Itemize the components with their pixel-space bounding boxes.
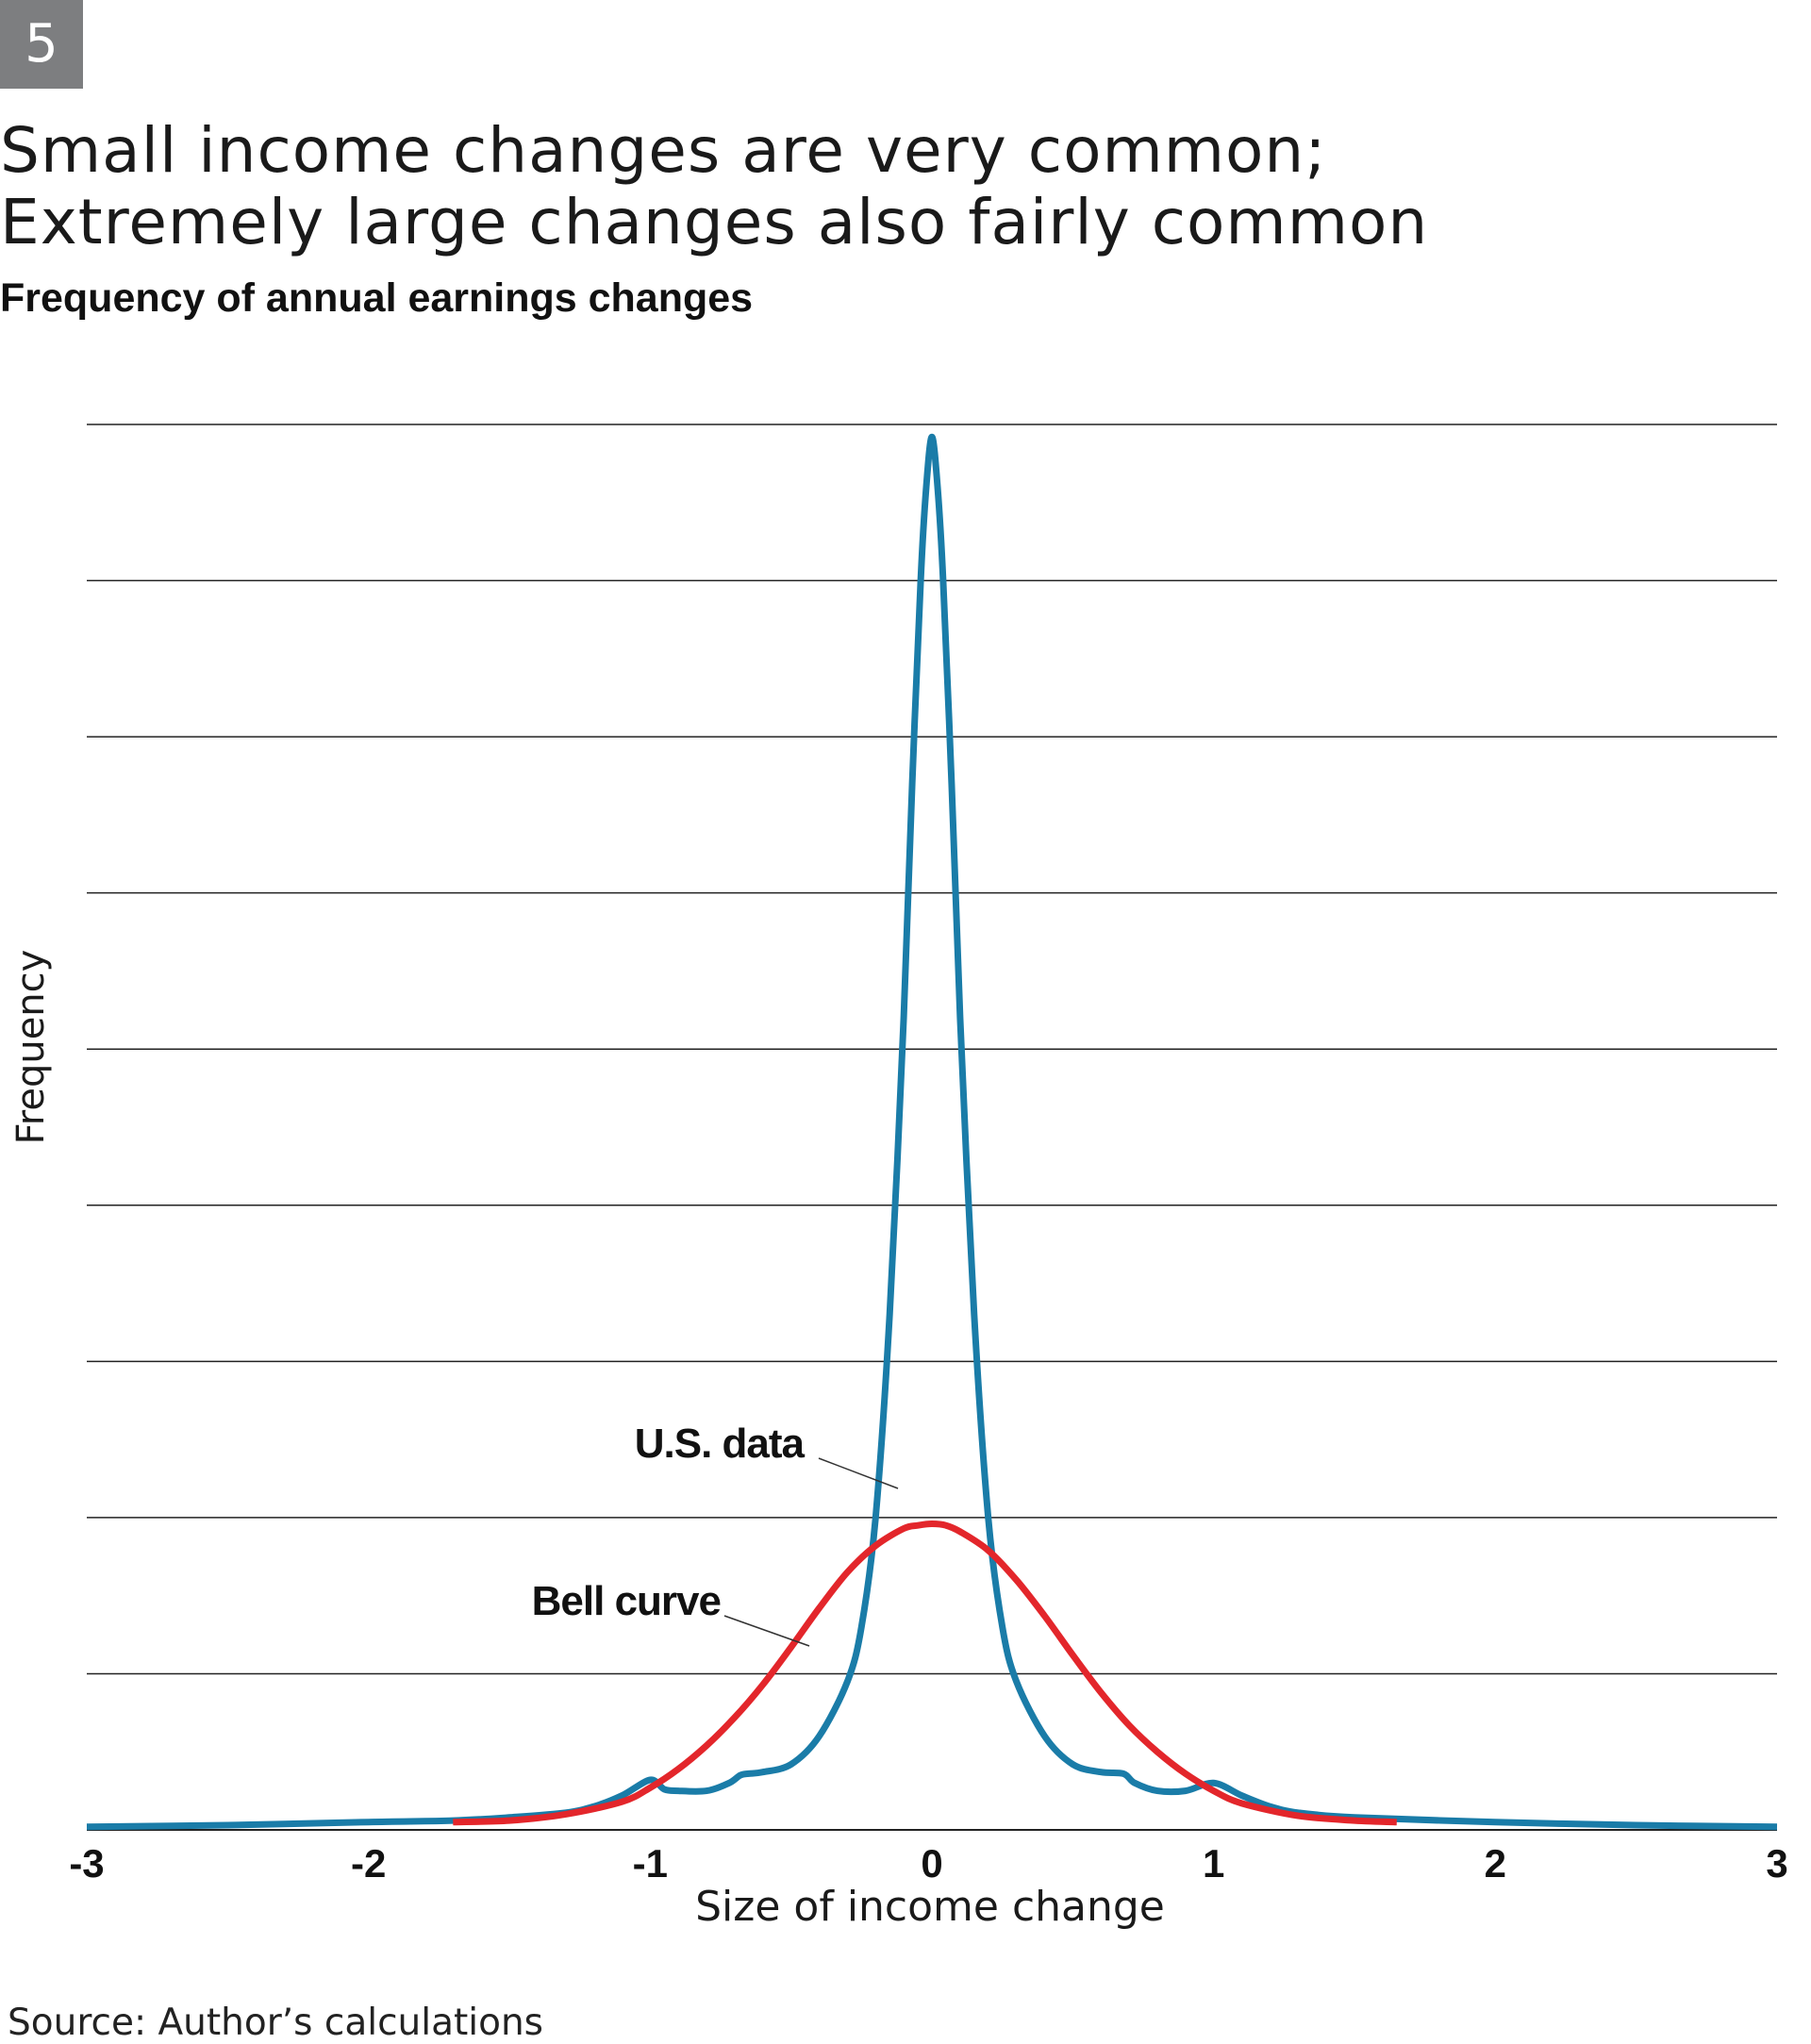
series-layer bbox=[86, 433, 1778, 1831]
x-tick-label: -2 bbox=[351, 1841, 386, 1886]
chart-title-line-1: Small income changes are very common; bbox=[0, 114, 1327, 187]
chart-subtitle: Frequency of annual earnings changes bbox=[0, 275, 754, 321]
annotation-layer: U.S. data Bell curve bbox=[532, 1421, 899, 1647]
x-tick-label: -3 bbox=[69, 1841, 104, 1886]
x-tick-label: -1 bbox=[633, 1841, 668, 1886]
annotation-label-u-s-data: U.S. data bbox=[635, 1421, 806, 1467]
line-chart: -3 -2 -1 0 1 2 3 Frequency Size of income chan… bbox=[9, 424, 1788, 1931]
y-axis-label: Frequency bbox=[9, 950, 53, 1145]
x-tick-label: 2 bbox=[1485, 1841, 1506, 1886]
annotation-leader-bell-curve bbox=[723, 1615, 810, 1647]
x-axis: -3 -2 -1 0 1 2 3 bbox=[69, 1841, 1787, 1886]
source-note: Source: Author’s calculations bbox=[8, 2002, 543, 2044]
x-tick-label: 0 bbox=[921, 1841, 942, 1886]
x-axis-label: Size of income change bbox=[695, 1883, 1165, 1931]
series-line-bell-curve bbox=[453, 1521, 1397, 1826]
annotation-leader-u-s-data bbox=[818, 1457, 899, 1489]
annotation-label-bell-curve: Bell curve bbox=[532, 1578, 721, 1624]
series-line-u-s-data bbox=[86, 433, 1778, 1831]
x-tick-label: 1 bbox=[1203, 1841, 1224, 1886]
gridlines bbox=[87, 424, 1777, 1831]
chart-title-line-2: Extremely large changes also fairly comm… bbox=[0, 186, 1429, 258]
x-tick-label: 3 bbox=[1766, 1841, 1787, 1886]
chart-title: Small income changes are very common; Ex… bbox=[0, 115, 1792, 258]
figure-number-badge: 5 bbox=[0, 0, 83, 89]
